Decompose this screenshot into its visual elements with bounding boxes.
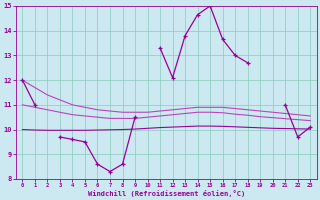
X-axis label: Windchill (Refroidissement éolien,°C): Windchill (Refroidissement éolien,°C) <box>88 190 245 197</box>
